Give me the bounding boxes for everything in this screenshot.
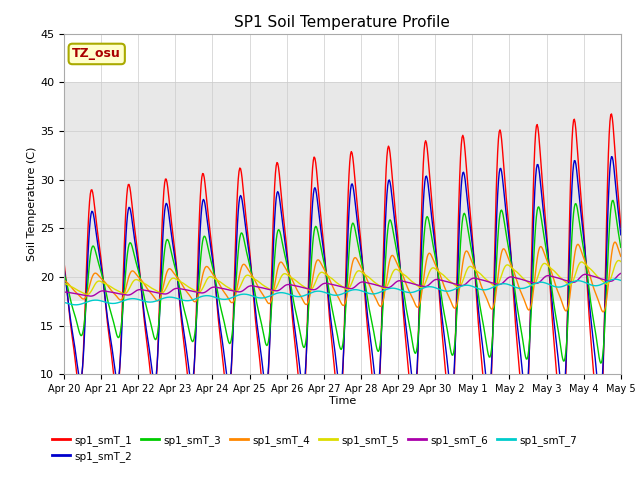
sp1_smT_5: [617, 259, 625, 264]
sp1_smT_4: [127, 268, 135, 274]
sp1_smT_7: [411, 289, 419, 295]
sp1_smT_3: [597, 360, 605, 366]
Bar: [64, 82, 621, 301]
sp1_smT_4: [214, 277, 221, 283]
sp1_smT_5: [411, 281, 419, 287]
sp1_smT_1: [60, 259, 68, 265]
sp1_smT_7: [185, 298, 193, 303]
sp1_smT_6: [617, 271, 625, 276]
sp1_smT_5: [428, 266, 435, 272]
sp1_smT_7: [70, 302, 78, 308]
sp1_smT_2: [127, 213, 135, 218]
Legend: sp1_smT_1, sp1_smT_2, sp1_smT_3, sp1_smT_4, sp1_smT_5, sp1_smT_6, sp1_smT_7: sp1_smT_1, sp1_smT_2, sp1_smT_3, sp1_smT…: [47, 431, 582, 466]
sp1_smT_6: [185, 288, 193, 293]
Y-axis label: Soil Temperature (C): Soil Temperature (C): [28, 147, 37, 261]
sp1_smT_2: [607, 154, 615, 159]
sp1_smT_5: [214, 278, 222, 284]
sp1_smT_7: [612, 276, 620, 282]
sp1_smT_1: [214, 306, 221, 312]
sp1_smT_2: [426, 202, 434, 207]
sp1_smT_7: [72, 302, 79, 308]
sp1_smT_4: [426, 251, 434, 257]
sp1_smT_6: [428, 280, 435, 286]
sp1_smT_1: [617, 225, 625, 230]
sp1_smT_4: [184, 290, 192, 296]
sp1_smT_1: [410, 420, 418, 425]
Text: TZ_osu: TZ_osu: [72, 48, 121, 60]
sp1_smT_2: [70, 339, 78, 345]
sp1_smT_5: [83, 292, 91, 298]
sp1_smT_1: [595, 436, 603, 442]
sp1_smT_3: [617, 244, 625, 250]
Line: sp1_smT_1: sp1_smT_1: [64, 114, 621, 439]
sp1_smT_7: [128, 296, 136, 301]
sp1_smT_1: [607, 111, 615, 117]
sp1_smT_1: [127, 196, 135, 202]
sp1_smT_2: [60, 265, 68, 271]
Line: sp1_smT_5: sp1_smT_5: [64, 261, 621, 295]
sp1_smT_7: [617, 277, 625, 283]
sp1_smT_4: [410, 299, 418, 304]
Title: SP1 Soil Temperature Profile: SP1 Soil Temperature Profile: [234, 15, 451, 30]
sp1_smT_4: [70, 288, 78, 293]
sp1_smT_3: [127, 241, 135, 247]
sp1_smT_2: [617, 232, 625, 238]
sp1_smT_7: [428, 284, 435, 289]
sp1_smT_4: [611, 240, 618, 245]
sp1_smT_3: [410, 348, 418, 354]
sp1_smT_1: [70, 348, 78, 354]
sp1_smT_3: [214, 288, 221, 293]
sp1_smT_5: [60, 280, 68, 286]
sp1_smT_6: [70, 290, 78, 296]
X-axis label: Time: Time: [329, 396, 356, 406]
sp1_smT_5: [614, 258, 622, 264]
sp1_smT_5: [70, 285, 78, 291]
sp1_smT_6: [214, 285, 222, 290]
sp1_smT_2: [596, 395, 604, 401]
sp1_smT_7: [60, 300, 68, 305]
sp1_smT_4: [599, 309, 607, 315]
Line: sp1_smT_4: sp1_smT_4: [64, 242, 621, 312]
Line: sp1_smT_7: sp1_smT_7: [64, 279, 621, 305]
sp1_smT_4: [617, 253, 625, 259]
sp1_smT_5: [185, 284, 193, 290]
sp1_smT_3: [426, 226, 434, 232]
sp1_smT_6: [60, 289, 68, 295]
sp1_smT_3: [609, 198, 617, 204]
sp1_smT_7: [214, 295, 222, 301]
Line: sp1_smT_2: sp1_smT_2: [64, 156, 621, 398]
Line: sp1_smT_6: sp1_smT_6: [64, 274, 621, 296]
sp1_smT_1: [184, 377, 192, 383]
sp1_smT_5: [128, 280, 136, 286]
sp1_smT_2: [184, 359, 192, 365]
sp1_smT_6: [86, 293, 94, 299]
sp1_smT_3: [60, 271, 68, 276]
sp1_smT_6: [128, 291, 136, 297]
sp1_smT_3: [70, 310, 78, 316]
sp1_smT_4: [60, 277, 68, 283]
sp1_smT_3: [184, 322, 192, 328]
sp1_smT_2: [214, 300, 221, 306]
sp1_smT_6: [411, 281, 419, 287]
Line: sp1_smT_3: sp1_smT_3: [64, 201, 621, 363]
sp1_smT_1: [426, 182, 434, 188]
sp1_smT_2: [410, 388, 418, 394]
